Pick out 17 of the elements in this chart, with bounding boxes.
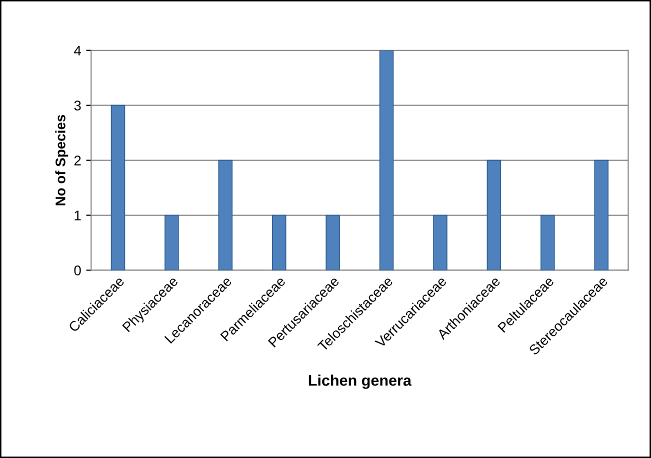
bar [486,160,502,270]
y-tick-label: 3 [74,100,81,111]
bar [110,104,126,270]
y-tick-label: 0 [74,266,81,276]
bar [164,214,179,270]
bar [379,50,394,270]
y-axis-title: No of Species [55,114,68,206]
y-tick-label: 2 [74,156,81,166]
bar [540,214,555,270]
bar [594,160,608,270]
bar [272,214,286,270]
x-axis-title: Lichen genera [308,374,412,389]
bar [433,214,448,270]
bar [218,160,233,270]
bar [326,214,340,270]
y-tick-label: 1 [74,210,81,220]
y-tick-label: 4 [74,46,82,56]
